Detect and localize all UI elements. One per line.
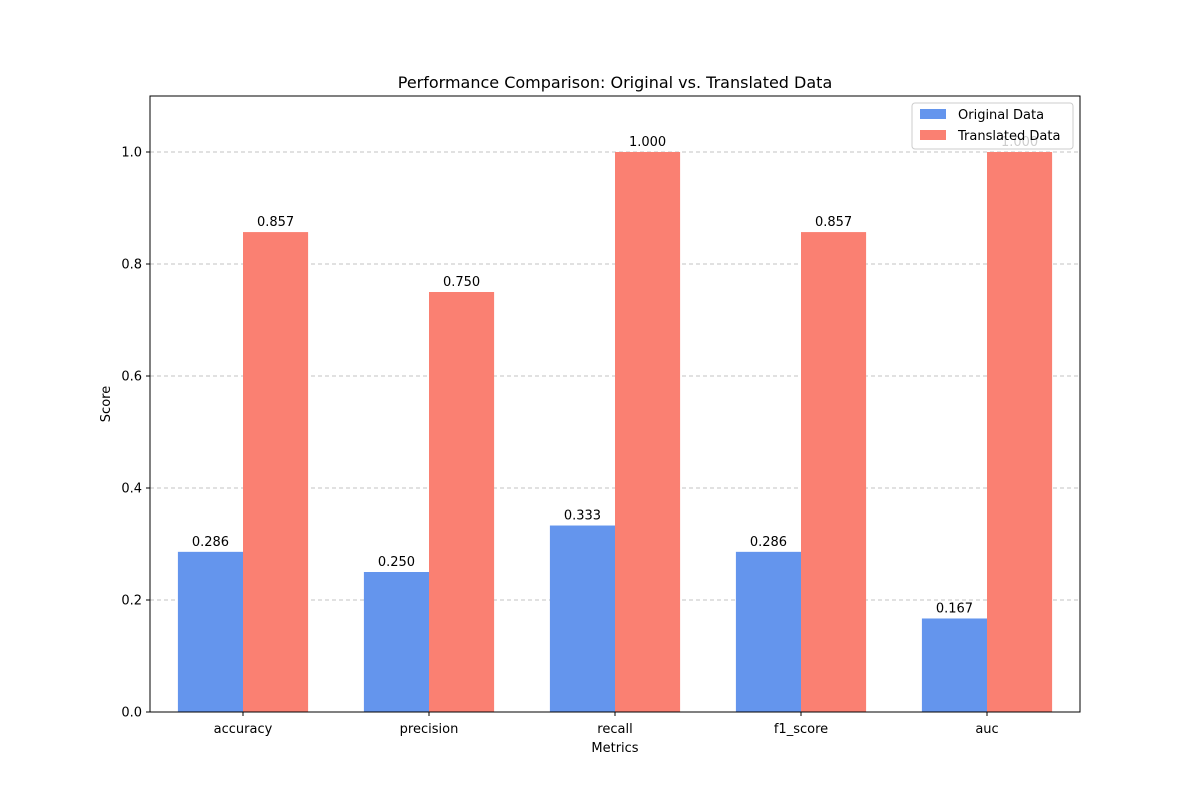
bar-original-precision <box>363 572 429 712</box>
x-axis-label: Metrics <box>591 741 638 756</box>
bar-translated-auc <box>987 152 1053 712</box>
x-tick-label: f1_score <box>774 722 828 737</box>
x-axis-ticks: accuracy precision recall f1_score auc <box>214 712 999 737</box>
data-label: 0.286 <box>750 535 787 550</box>
legend-swatch <box>920 109 946 119</box>
legend-label: Original Data <box>958 108 1044 123</box>
legend-swatch <box>920 130 946 140</box>
y-axis-ticks: 0.0 0.2 0.4 0.6 0.8 1.0 <box>121 146 150 721</box>
y-tick-label: 1.0 <box>121 146 142 161</box>
data-label: 0.333 <box>564 509 601 524</box>
bar-original-recall <box>549 525 615 712</box>
y-axis-label: Score <box>99 386 114 422</box>
x-tick-label: accuracy <box>214 722 273 737</box>
data-labels: 0.286 0.857 0.250 0.750 0.333 1.000 0.286 0.857… <box>192 135 1038 616</box>
x-tick-label: auc <box>975 722 998 737</box>
data-label: 0.286 <box>192 535 229 550</box>
chart-title: Performance Comparison: Original vs. Tra… <box>398 73 833 92</box>
bar-translated-f1_score <box>801 232 867 712</box>
bar-original-f1_score <box>735 551 801 712</box>
data-label: 0.167 <box>936 601 973 616</box>
x-tick-label: precision <box>400 722 459 737</box>
x-tick-label: recall <box>597 722 632 737</box>
legend: Original Data Translated Data <box>911 102 1074 150</box>
legend-box <box>911 102 1074 150</box>
bar-translated-precision <box>429 292 495 712</box>
legend-label: Translated Data <box>957 129 1060 144</box>
bar-original-accuracy <box>177 551 243 712</box>
data-label: 0.250 <box>378 555 415 570</box>
y-tick-label: 0.2 <box>121 594 142 609</box>
y-tick-label: 0.4 <box>121 482 142 497</box>
data-label: 0.857 <box>257 215 294 230</box>
data-label: 0.750 <box>443 275 480 290</box>
y-tick-label: 0.8 <box>121 258 142 273</box>
y-tick-label: 0.6 <box>121 370 142 385</box>
bar-original-auc <box>921 618 987 712</box>
data-label: 0.857 <box>815 215 852 230</box>
data-label: 1.000 <box>629 135 666 150</box>
bar-translated-recall <box>615 152 681 712</box>
y-tick-label: 0.0 <box>121 706 142 721</box>
bars <box>177 152 1053 712</box>
bar-translated-accuracy <box>243 232 309 712</box>
